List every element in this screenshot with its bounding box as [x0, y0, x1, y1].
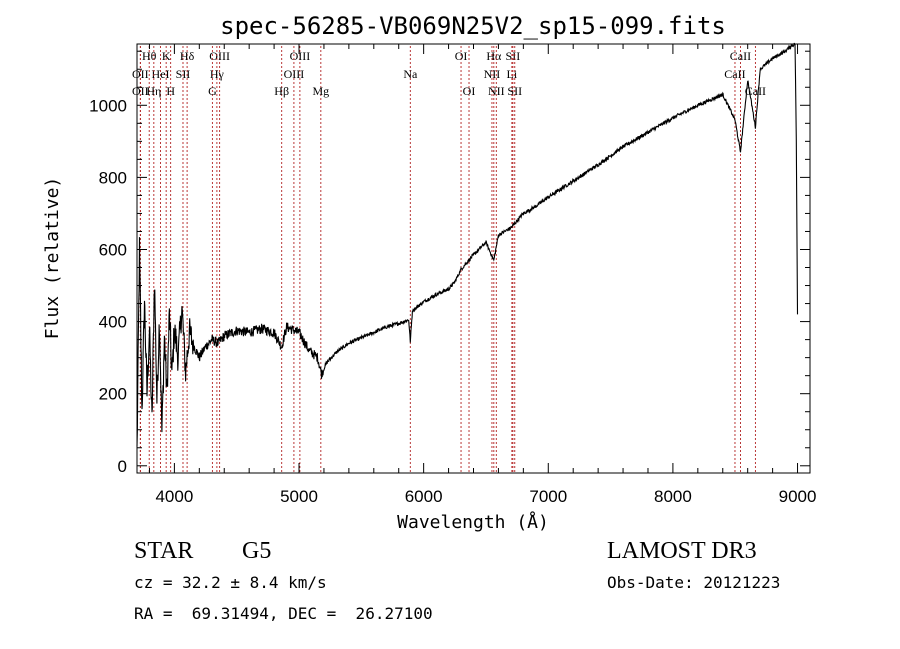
line-marker-label-14: OIII [284, 67, 305, 81]
x-tick-label-6000: 6000 [405, 487, 443, 506]
line-marker-label-25: CaII [730, 49, 751, 63]
object-class: STAR [134, 538, 194, 564]
redshift-readout: cz = 32.2 ± 8.4 km/s [134, 573, 327, 592]
line-marker-label-17: OI [455, 49, 468, 63]
line-marker-label-10: Hγ [210, 67, 225, 81]
line-marker-label-16: Na [403, 67, 418, 81]
line-marker-label-26: CaII [724, 67, 745, 81]
line-marker-label-15: Mg [312, 84, 329, 98]
line-marker-label-23: Li [507, 67, 518, 81]
spectrum-series [136, 42, 799, 447]
line-marker-label-21: NII [488, 84, 505, 98]
x-tick-label-4000: 4000 [155, 487, 193, 506]
line-marker-label-9: OIII [209, 49, 230, 63]
spectrum-line [136, 42, 799, 447]
y-tick-label-400: 400 [99, 313, 127, 332]
x-tick-label-7000: 7000 [529, 487, 567, 506]
line-marker-label-18: OI [463, 84, 476, 98]
line-marker-label-5: Hη [146, 84, 161, 98]
y-tick-label-200: 200 [99, 385, 127, 404]
y-axis-label: Flux (relative) [42, 177, 63, 340]
line-marker-label-27: CaII [745, 84, 766, 98]
obs-date: Obs-Date: 20121223 [607, 573, 781, 592]
line-marker-label-7: H [166, 84, 175, 98]
y-tick-label-800: 800 [99, 168, 127, 187]
x-axis: 4000 5000 6000 7000 8000 9000 [148, 44, 817, 506]
line-marker-label-13: OIII [290, 49, 311, 63]
y-tick-label-600: 600 [99, 240, 127, 259]
line-marker-label-20: NII [484, 67, 501, 81]
survey-name: LAMOST DR3 [607, 538, 757, 564]
line-marker-label-8: Hδ [180, 49, 195, 63]
line-marker-label-2: OII [132, 84, 149, 98]
chart-title: spec-56285-VB069N25V2_sp15-099.fits [220, 12, 726, 40]
line-marker-label-3: K [162, 49, 171, 63]
line-marker-label-19: Hα [486, 49, 502, 63]
line-marker-label-24: SII [507, 84, 522, 98]
x-tick-label-5000: 5000 [280, 487, 318, 506]
y-tick-label-0: 0 [118, 457, 127, 476]
coordinates: RA = 69.31494, DEC = 26.27100 [134, 604, 433, 623]
x-tick-label-8000: 8000 [654, 487, 692, 506]
x-axis-label: Wavelength (Å) [397, 511, 549, 533]
line-marker-label-11: G [208, 84, 217, 98]
y-axis: 0 200 400 600 800 1000 [89, 50, 810, 476]
object-subclass: G5 [242, 538, 272, 564]
plot-frame [136, 43, 811, 474]
line-marker-label-6: SII [176, 67, 191, 81]
line-marker-label-22: SII [506, 49, 521, 63]
line-marker-label-12: Hβ [274, 84, 289, 98]
x-tick-label-9000: 9000 [779, 487, 817, 506]
y-tick-label-1000: 1000 [89, 96, 127, 115]
line-marker-label-4: HeI [152, 67, 170, 81]
line-marker-label-0: Hθ [142, 49, 157, 63]
